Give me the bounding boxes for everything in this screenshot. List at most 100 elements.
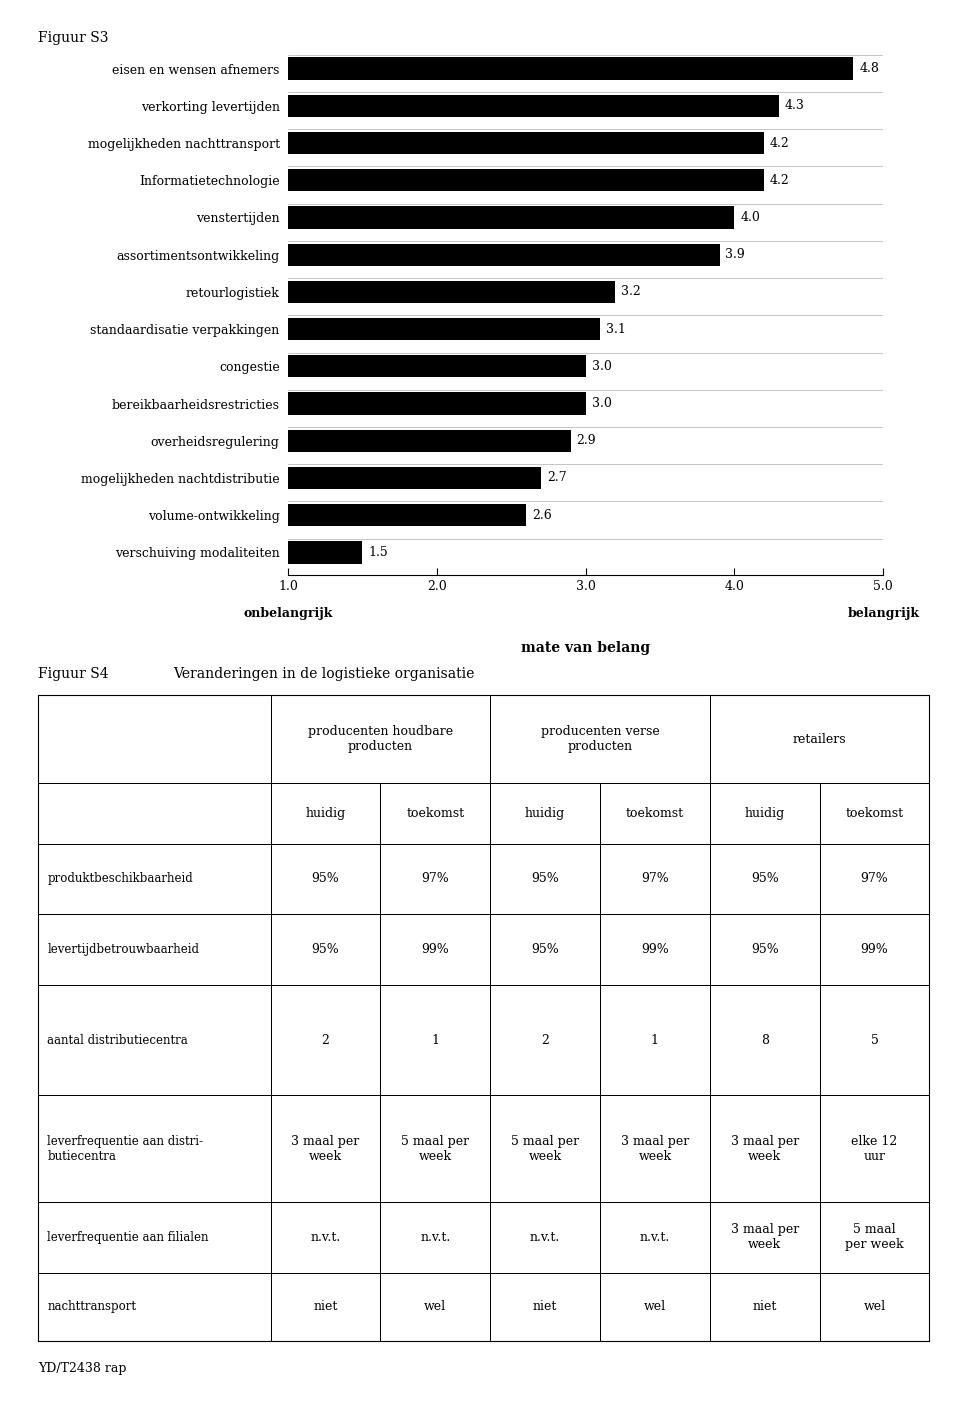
Bar <box>709 914 820 985</box>
Bar <box>288 504 526 526</box>
Text: huidig: huidig <box>525 806 565 820</box>
Text: niet: niet <box>753 1300 777 1313</box>
Text: leverfrequentie aan distri-
butiecentra: leverfrequentie aan distri- butiecentra <box>47 1135 204 1162</box>
Text: wel: wel <box>424 1300 446 1313</box>
Bar <box>820 1273 929 1341</box>
Text: Figuur S4: Figuur S4 <box>38 667 109 681</box>
Bar <box>600 985 709 1095</box>
Bar <box>271 1095 380 1202</box>
Bar <box>380 783 491 844</box>
Bar <box>380 985 491 1095</box>
Bar <box>271 914 380 985</box>
Bar <box>709 695 929 783</box>
Bar <box>38 985 271 1095</box>
Text: 4.2: 4.2 <box>770 136 790 149</box>
Bar <box>820 914 929 985</box>
Bar <box>271 1273 380 1341</box>
Bar <box>38 783 271 844</box>
Text: 97%: 97% <box>860 873 888 885</box>
Text: 95%: 95% <box>312 873 339 885</box>
Text: producenten houdbare
producten: producenten houdbare producten <box>308 725 453 753</box>
Bar <box>709 1273 820 1341</box>
Bar <box>820 1095 929 1202</box>
Text: onbelangrijk: onbelangrijk <box>243 607 333 620</box>
Text: 2.9: 2.9 <box>577 434 596 447</box>
Bar <box>600 783 709 844</box>
Bar <box>491 695 709 783</box>
Bar <box>491 985 600 1095</box>
Text: toekomst: toekomst <box>626 806 684 820</box>
Text: producenten verse
producten: producenten verse producten <box>540 725 660 753</box>
Bar <box>288 281 615 304</box>
Text: 97%: 97% <box>421 873 449 885</box>
Bar <box>600 914 709 985</box>
Text: 99%: 99% <box>860 944 888 956</box>
Bar <box>491 1095 600 1202</box>
Text: 3.9: 3.9 <box>726 248 745 261</box>
Text: 3.1: 3.1 <box>607 322 626 336</box>
Bar <box>709 844 820 914</box>
Text: 5 maal
per week: 5 maal per week <box>845 1223 903 1252</box>
Text: 5 maal per
week: 5 maal per week <box>401 1135 469 1162</box>
Bar <box>491 844 600 914</box>
Text: YD/T2438 rap: YD/T2438 rap <box>38 1362 127 1375</box>
Bar <box>271 1202 380 1273</box>
Bar <box>288 57 853 79</box>
Text: produktbeschikbaarheid: produktbeschikbaarheid <box>47 873 193 885</box>
Text: Veranderingen in de logistieke organisatie: Veranderingen in de logistieke organisat… <box>173 667 474 681</box>
Text: elke 12
uur: elke 12 uur <box>852 1135 898 1162</box>
Bar <box>709 985 820 1095</box>
Bar <box>288 393 586 414</box>
Bar <box>271 783 380 844</box>
Text: 95%: 95% <box>531 873 559 885</box>
Text: 3.2: 3.2 <box>621 285 641 298</box>
Bar <box>38 1202 271 1273</box>
Text: 1: 1 <box>431 1033 440 1047</box>
Text: niet: niet <box>533 1300 557 1313</box>
Bar <box>600 1095 709 1202</box>
Text: 3 maal per
week: 3 maal per week <box>621 1135 689 1162</box>
Text: 95%: 95% <box>531 944 559 956</box>
Text: 3 maal per
week: 3 maal per week <box>731 1223 799 1252</box>
Bar <box>288 95 780 116</box>
Bar <box>38 1273 271 1341</box>
Text: nachttransport: nachttransport <box>47 1300 136 1313</box>
Bar <box>38 914 271 985</box>
Bar <box>288 467 541 490</box>
Text: retailers: retailers <box>793 732 847 745</box>
Text: toekomst: toekomst <box>406 806 465 820</box>
Bar <box>491 914 600 985</box>
Bar <box>288 318 601 341</box>
Text: aantal distributiecentra: aantal distributiecentra <box>47 1033 188 1047</box>
Text: n.v.t.: n.v.t. <box>639 1230 670 1243</box>
Bar <box>709 1095 820 1202</box>
Bar <box>288 244 720 265</box>
Text: mate van belang: mate van belang <box>521 641 650 656</box>
Text: 1: 1 <box>651 1033 659 1047</box>
Bar <box>491 1202 600 1273</box>
Text: 3 maal per
week: 3 maal per week <box>291 1135 360 1162</box>
Bar <box>38 695 271 783</box>
Bar <box>380 1095 491 1202</box>
Text: 3.0: 3.0 <box>591 397 612 410</box>
Text: 5 maal per
week: 5 maal per week <box>511 1135 579 1162</box>
Text: Figuur S3: Figuur S3 <box>38 31 108 45</box>
Bar <box>600 1273 709 1341</box>
Bar <box>709 783 820 844</box>
Text: belangrijk: belangrijk <box>847 607 919 620</box>
Bar <box>288 132 764 155</box>
Bar <box>288 169 764 192</box>
Text: n.v.t.: n.v.t. <box>310 1230 341 1243</box>
Text: 95%: 95% <box>751 873 779 885</box>
Text: wel: wel <box>863 1300 885 1313</box>
Text: 3 maal per
week: 3 maal per week <box>731 1135 799 1162</box>
Bar <box>271 985 380 1095</box>
Bar <box>380 1202 491 1273</box>
Text: 99%: 99% <box>421 944 449 956</box>
Text: huidig: huidig <box>745 806 785 820</box>
Bar <box>820 1202 929 1273</box>
Bar <box>288 355 586 377</box>
Text: 99%: 99% <box>641 944 669 956</box>
Text: wel: wel <box>644 1300 666 1313</box>
Bar <box>600 1202 709 1273</box>
